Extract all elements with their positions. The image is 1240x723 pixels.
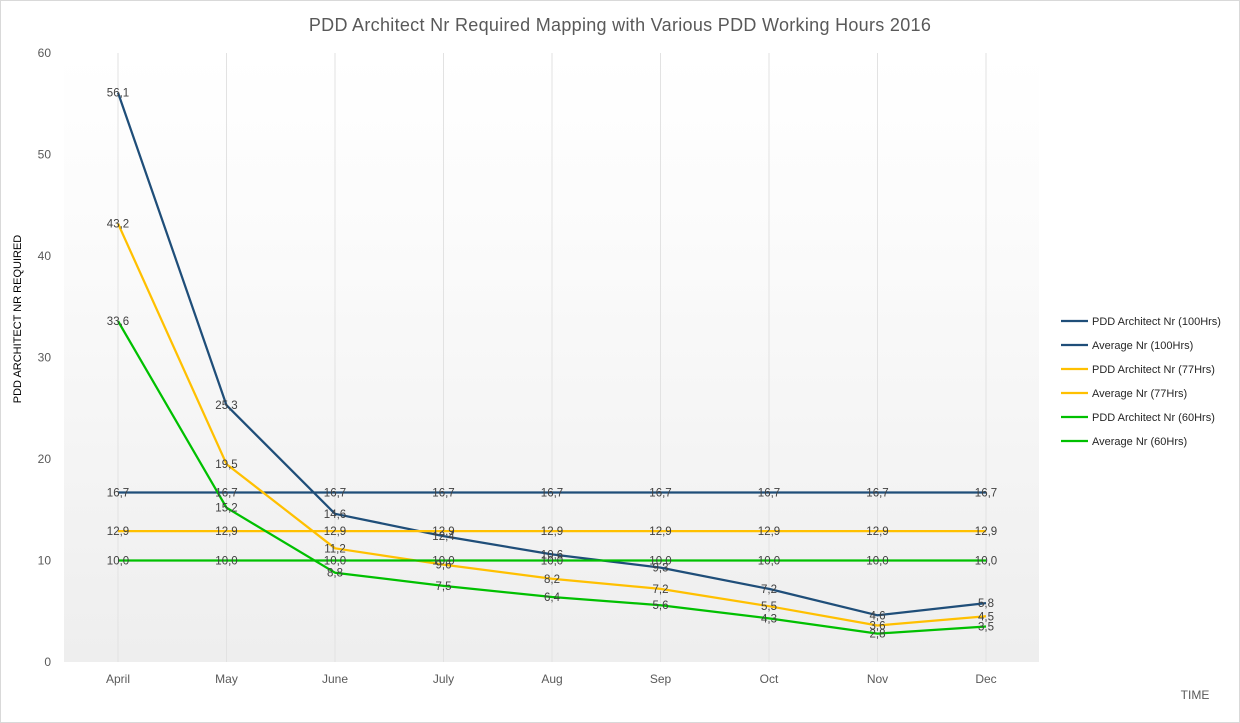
data-label: 14,6 — [324, 509, 346, 521]
series-lines — [116, 92, 987, 635]
data-label: 12,9 — [107, 526, 129, 538]
legend: PDD Architect Nr (100Hrs) Average Nr (100… — [1061, 316, 1221, 448]
series-line-4 — [117, 320, 987, 635]
data-label: 56,1 — [107, 88, 129, 100]
data-label: 10,0 — [541, 556, 563, 568]
x-tick-label: July — [433, 672, 454, 686]
data-label: 12,9 — [866, 526, 888, 538]
data-label: 5,8 — [978, 598, 994, 610]
x-axis-ticks: April May June July Aug Sep Oct Nov Dec — [106, 672, 997, 686]
data-label: 25,3 — [215, 400, 237, 412]
x-tick-label: Aug — [541, 672, 562, 686]
data-label: 12,9 — [541, 526, 563, 538]
data-label: 3,5 — [978, 621, 994, 633]
data-label: 19,5 — [215, 459, 237, 471]
data-label: 8,2 — [544, 574, 560, 586]
x-tick-label: April — [106, 672, 130, 686]
data-label: 16,7 — [215, 487, 237, 499]
x-tick-label: Dec — [975, 672, 996, 686]
data-label: 11,2 — [324, 543, 346, 555]
data-label: 10,6 — [541, 549, 563, 561]
data-label: 3,6 — [870, 620, 886, 632]
legend-entry: Average Nr (100Hrs) — [1092, 340, 1193, 352]
x-tick-label: May — [215, 672, 238, 686]
data-label: 12,9 — [758, 526, 780, 538]
data-label: 12,9 — [975, 526, 997, 538]
y-tick-label: 60 — [38, 46, 52, 60]
x-axis-label: TIME — [1181, 688, 1210, 702]
data-label: 10,0 — [107, 556, 129, 568]
data-label: 4,6 — [870, 610, 886, 622]
y-tick-label: 30 — [38, 351, 52, 365]
data-label: 10,0 — [758, 556, 780, 568]
x-tick-label: Sep — [650, 672, 672, 686]
legend-entry: PDD Architect Nr (100Hrs) — [1092, 316, 1221, 328]
data-label: 12,9 — [432, 526, 454, 538]
x-tick-label: June — [322, 672, 348, 686]
data-labels: 56,1 25,3 14,6 12,4 10,6 9,3 7,2 4,6 5,8 16,7 16,7… — [107, 88, 997, 641]
data-label: 16,7 — [866, 487, 888, 499]
data-label: 33,6 — [107, 316, 129, 328]
y-tick-label: 20 — [38, 452, 52, 466]
data-label: 7,2 — [761, 584, 777, 596]
y-tick-label: 10 — [38, 554, 52, 568]
data-label: 10,0 — [649, 556, 671, 568]
data-label: 43,2 — [107, 219, 129, 231]
chart-title: PDD Architect Nr Required Mapping with V… — [309, 15, 931, 35]
data-label: 10,0 — [975, 556, 997, 568]
data-label: 10,0 — [215, 556, 237, 568]
data-label: 4,3 — [761, 613, 777, 625]
data-label: 8,8 — [327, 568, 343, 580]
data-label: 10,0 — [432, 556, 454, 568]
legend-entry: Average Nr (60Hrs) — [1092, 436, 1187, 448]
data-label: 5,6 — [653, 600, 669, 612]
data-label: 16,7 — [758, 487, 780, 499]
data-label: 12,9 — [215, 526, 237, 538]
y-tick-label: 40 — [38, 249, 52, 263]
data-label: 9,6 — [436, 560, 452, 572]
data-label: 16,7 — [975, 487, 997, 499]
data-label: 12,4 — [432, 531, 455, 543]
data-label: 12,9 — [324, 526, 346, 538]
data-label: 16,7 — [541, 487, 563, 499]
legend-entry: PDD Architect Nr (60Hrs) — [1092, 412, 1215, 424]
y-tick-label: 50 — [38, 148, 52, 162]
data-label: 7,5 — [436, 581, 452, 593]
x-tick-label: Oct — [760, 672, 779, 686]
data-label: 16,7 — [432, 487, 454, 499]
data-label: 4,5 — [978, 611, 994, 623]
legend-entry: Average Nr (77Hrs) — [1092, 388, 1187, 400]
data-label: 12,9 — [649, 526, 671, 538]
data-label: 16,7 — [324, 487, 346, 499]
data-label: 5,5 — [761, 601, 777, 613]
data-label: 6,4 — [544, 592, 561, 604]
x-tick-label: Nov — [867, 672, 888, 686]
data-label: 9,3 — [653, 563, 669, 575]
data-label: 16,7 — [107, 487, 129, 499]
y-axis-label: PDD ARCHITECT NR REQUIRED — [12, 235, 24, 404]
data-label: 7,2 — [653, 584, 669, 596]
data-label: 10,0 — [324, 556, 346, 568]
data-label: 2,8 — [870, 629, 886, 641]
y-axis-ticks: 0 10 20 30 40 50 60 — [38, 46, 52, 669]
data-label: 16,7 — [649, 487, 671, 499]
data-label: 10,0 — [866, 556, 888, 568]
series-line-2 — [116, 223, 987, 627]
data-label: 15,2 — [215, 503, 237, 515]
series-line-0 — [116, 92, 987, 617]
legend-entry: PDD Architect Nr (77Hrs) — [1092, 364, 1215, 376]
y-tick-label: 0 — [44, 655, 51, 669]
